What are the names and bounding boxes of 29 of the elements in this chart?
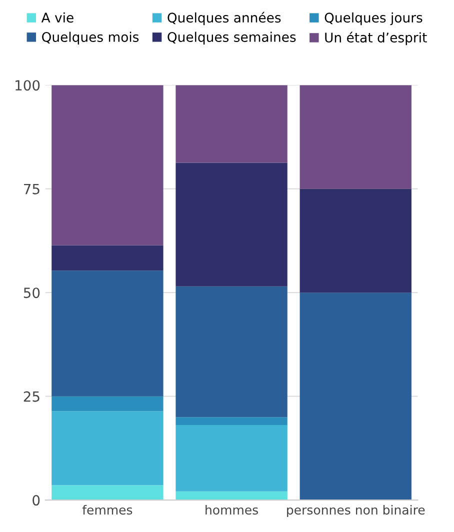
y-tick-label: 50 <box>24 288 40 298</box>
x-tick-label: hommes <box>206 504 258 515</box>
bar <box>300 292 412 500</box>
bar <box>52 270 164 396</box>
bar <box>52 485 164 500</box>
legend-label: Un état d’esprit <box>325 32 427 46</box>
bar <box>176 162 288 286</box>
bar <box>176 424 288 492</box>
y-tick-label: 75 <box>24 184 40 194</box>
bar <box>52 396 164 412</box>
legend-label: Quelques années <box>168 12 281 26</box>
bar <box>52 245 164 271</box>
bar <box>176 417 288 425</box>
y-tick-label: 0 <box>32 495 40 506</box>
y-tick-label: 100 <box>16 80 40 91</box>
bar <box>176 85 288 163</box>
bar <box>52 85 164 246</box>
bar <box>52 411 164 486</box>
bar <box>176 491 288 500</box>
x-tick-label: personnes non binaire <box>287 504 425 518</box>
x-tick-label: femmes <box>82 504 132 515</box>
bar <box>300 85 412 189</box>
bar <box>176 286 288 418</box>
legend-label: Quelques jours <box>324 12 422 26</box>
legend-label: Quelques mois <box>42 32 139 45</box>
legend-label: Quelques semaines <box>168 32 296 45</box>
legend-label: A vie <box>41 12 74 23</box>
y-tick-label: 25 <box>24 391 40 402</box>
bar <box>300 188 412 293</box>
